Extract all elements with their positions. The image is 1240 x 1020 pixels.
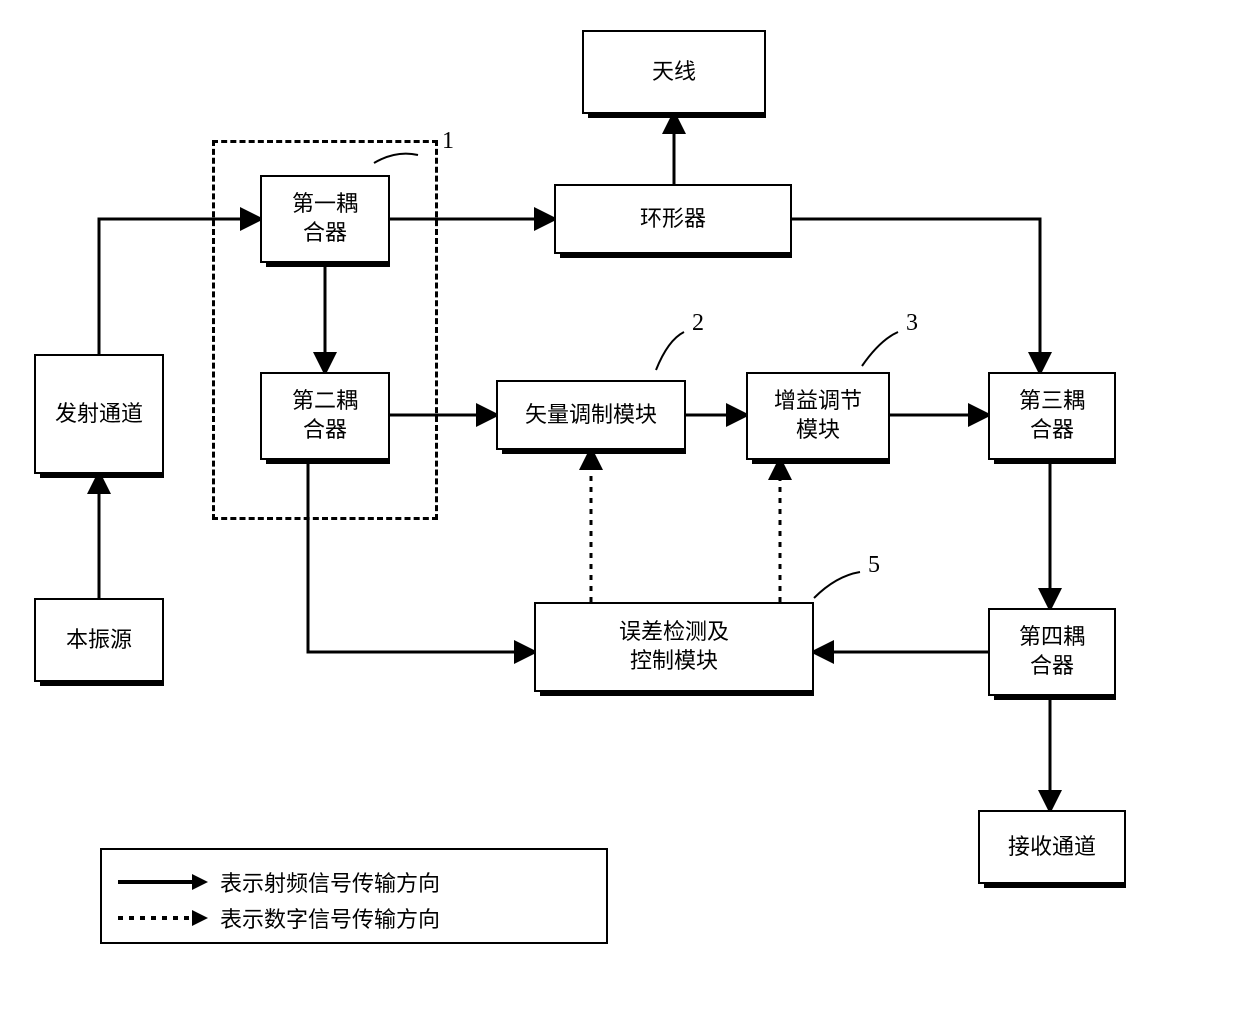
node-gain_adj: 增益调节模块: [746, 372, 890, 460]
node-label: 天线: [652, 58, 696, 87]
legend-arrow-solid: [118, 872, 208, 892]
node-antenna: 天线: [582, 30, 766, 114]
legend-arrow-dotted: [118, 908, 208, 928]
legend-label: 表示射频信号传输方向: [220, 866, 440, 898]
legend-row-solid: 表示射频信号传输方向: [118, 866, 590, 898]
node-coupler3: 第三耦合器: [988, 372, 1116, 460]
solid-edge-4: [792, 219, 1040, 372]
node-circulator: 环形器: [554, 184, 792, 254]
node-label: 增益调节模块: [774, 387, 862, 444]
legend-box: 表示射频信号传输方向表示数字信号传输方向: [100, 848, 608, 944]
node-tx_channel: 发射通道: [34, 354, 164, 474]
node-label: 第三耦合器: [1019, 387, 1085, 444]
node-label: 矢量调制模块: [525, 401, 657, 430]
coupler-group-dashed-box: [212, 140, 438, 520]
node-label: 误差检测及控制模块: [619, 618, 729, 675]
callout-number-2: 2: [692, 310, 704, 337]
callout-curve-1: [656, 332, 684, 370]
callout-curve-2: [862, 332, 898, 366]
node-label: 本振源: [66, 626, 132, 655]
node-vector_mod: 矢量调制模块: [496, 380, 686, 450]
node-label: 第四耦合器: [1019, 623, 1085, 680]
callout-number-5: 5: [868, 552, 880, 579]
node-rx_channel: 接收通道: [978, 810, 1126, 884]
callout-number-1: 1: [442, 128, 454, 155]
node-lo_source: 本振源: [34, 598, 164, 682]
callout-number-3: 3: [906, 310, 918, 337]
legend-label: 表示数字信号传输方向: [220, 902, 440, 934]
node-label: 发射通道: [55, 400, 143, 429]
node-coupler4: 第四耦合器: [988, 608, 1116, 696]
callout-curve-3: [814, 572, 860, 598]
node-label: 接收通道: [1008, 833, 1096, 862]
legend-row-dotted: 表示数字信号传输方向: [118, 902, 590, 934]
node-label: 环形器: [640, 205, 706, 234]
node-err_detect: 误差检测及控制模块: [534, 602, 814, 692]
